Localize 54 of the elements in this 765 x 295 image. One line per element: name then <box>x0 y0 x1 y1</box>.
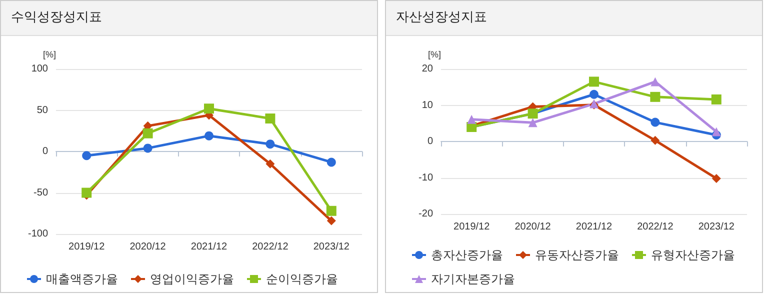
y-tick-label: -20 <box>418 208 434 220</box>
point <box>711 94 722 104</box>
y-axis-title: [%] <box>42 50 56 60</box>
legend-label: 영업이익증가율 <box>150 272 234 286</box>
point <box>326 158 336 167</box>
legend-label: 총자산증가율 <box>431 248 503 262</box>
y-tick-label: 100 <box>31 64 48 74</box>
point <box>650 118 660 127</box>
chart-title: 수익성장성지표 <box>1 1 377 36</box>
x-tick-label: 2020/12 <box>514 222 552 232</box>
y-tick-label: 50 <box>36 104 48 116</box>
y-tick-label: -10 <box>418 172 434 184</box>
x-tick-label: 2020/12 <box>130 242 166 252</box>
point <box>589 76 599 87</box>
point <box>204 131 214 140</box>
point <box>326 216 336 226</box>
y-axis-title: [%] <box>428 50 441 60</box>
point <box>590 90 598 99</box>
point <box>265 114 276 124</box>
legend-label: 순이익증가율 <box>266 272 338 286</box>
point <box>528 118 538 128</box>
y-tick-label: 0 <box>42 146 48 157</box>
point <box>266 159 275 168</box>
point <box>712 127 721 136</box>
y-tick-label: 0 <box>427 136 434 147</box>
point <box>82 188 92 198</box>
y-tick-label: -100 <box>28 228 48 240</box>
y-tick-label: 10 <box>422 100 434 111</box>
point <box>204 104 214 114</box>
legend-label: 매출액증가율 <box>46 272 118 286</box>
chart-title: 자산성장성지표 <box>386 1 762 36</box>
x-tick-label: 2023/12 <box>698 222 735 232</box>
point <box>143 144 152 153</box>
point <box>650 136 660 145</box>
legend-label: 자기자본증가율 <box>431 272 515 286</box>
point <box>326 206 336 216</box>
x-tick-label: 2022/12 <box>637 222 674 232</box>
y-tick-label: 20 <box>422 64 434 74</box>
point <box>142 128 153 138</box>
x-tick-label: 2019/12 <box>68 242 106 252</box>
point <box>650 92 660 102</box>
point <box>266 140 275 149</box>
x-tick-label: 2022/12 <box>252 242 289 252</box>
legend-label: 유형자산증가율 <box>651 248 735 262</box>
point <box>467 114 476 124</box>
point <box>82 151 92 160</box>
point <box>650 77 660 86</box>
y-tick-label: -50 <box>34 187 48 198</box>
x-tick-label: 2021/12 <box>576 222 613 232</box>
x-tick-label: 2021/12 <box>190 242 228 252</box>
point <box>712 174 721 183</box>
legend-label: 유동자산증가율 <box>535 248 619 262</box>
x-tick-label: 2019/12 <box>454 222 490 232</box>
x-tick-label: 2023/12 <box>313 242 350 252</box>
